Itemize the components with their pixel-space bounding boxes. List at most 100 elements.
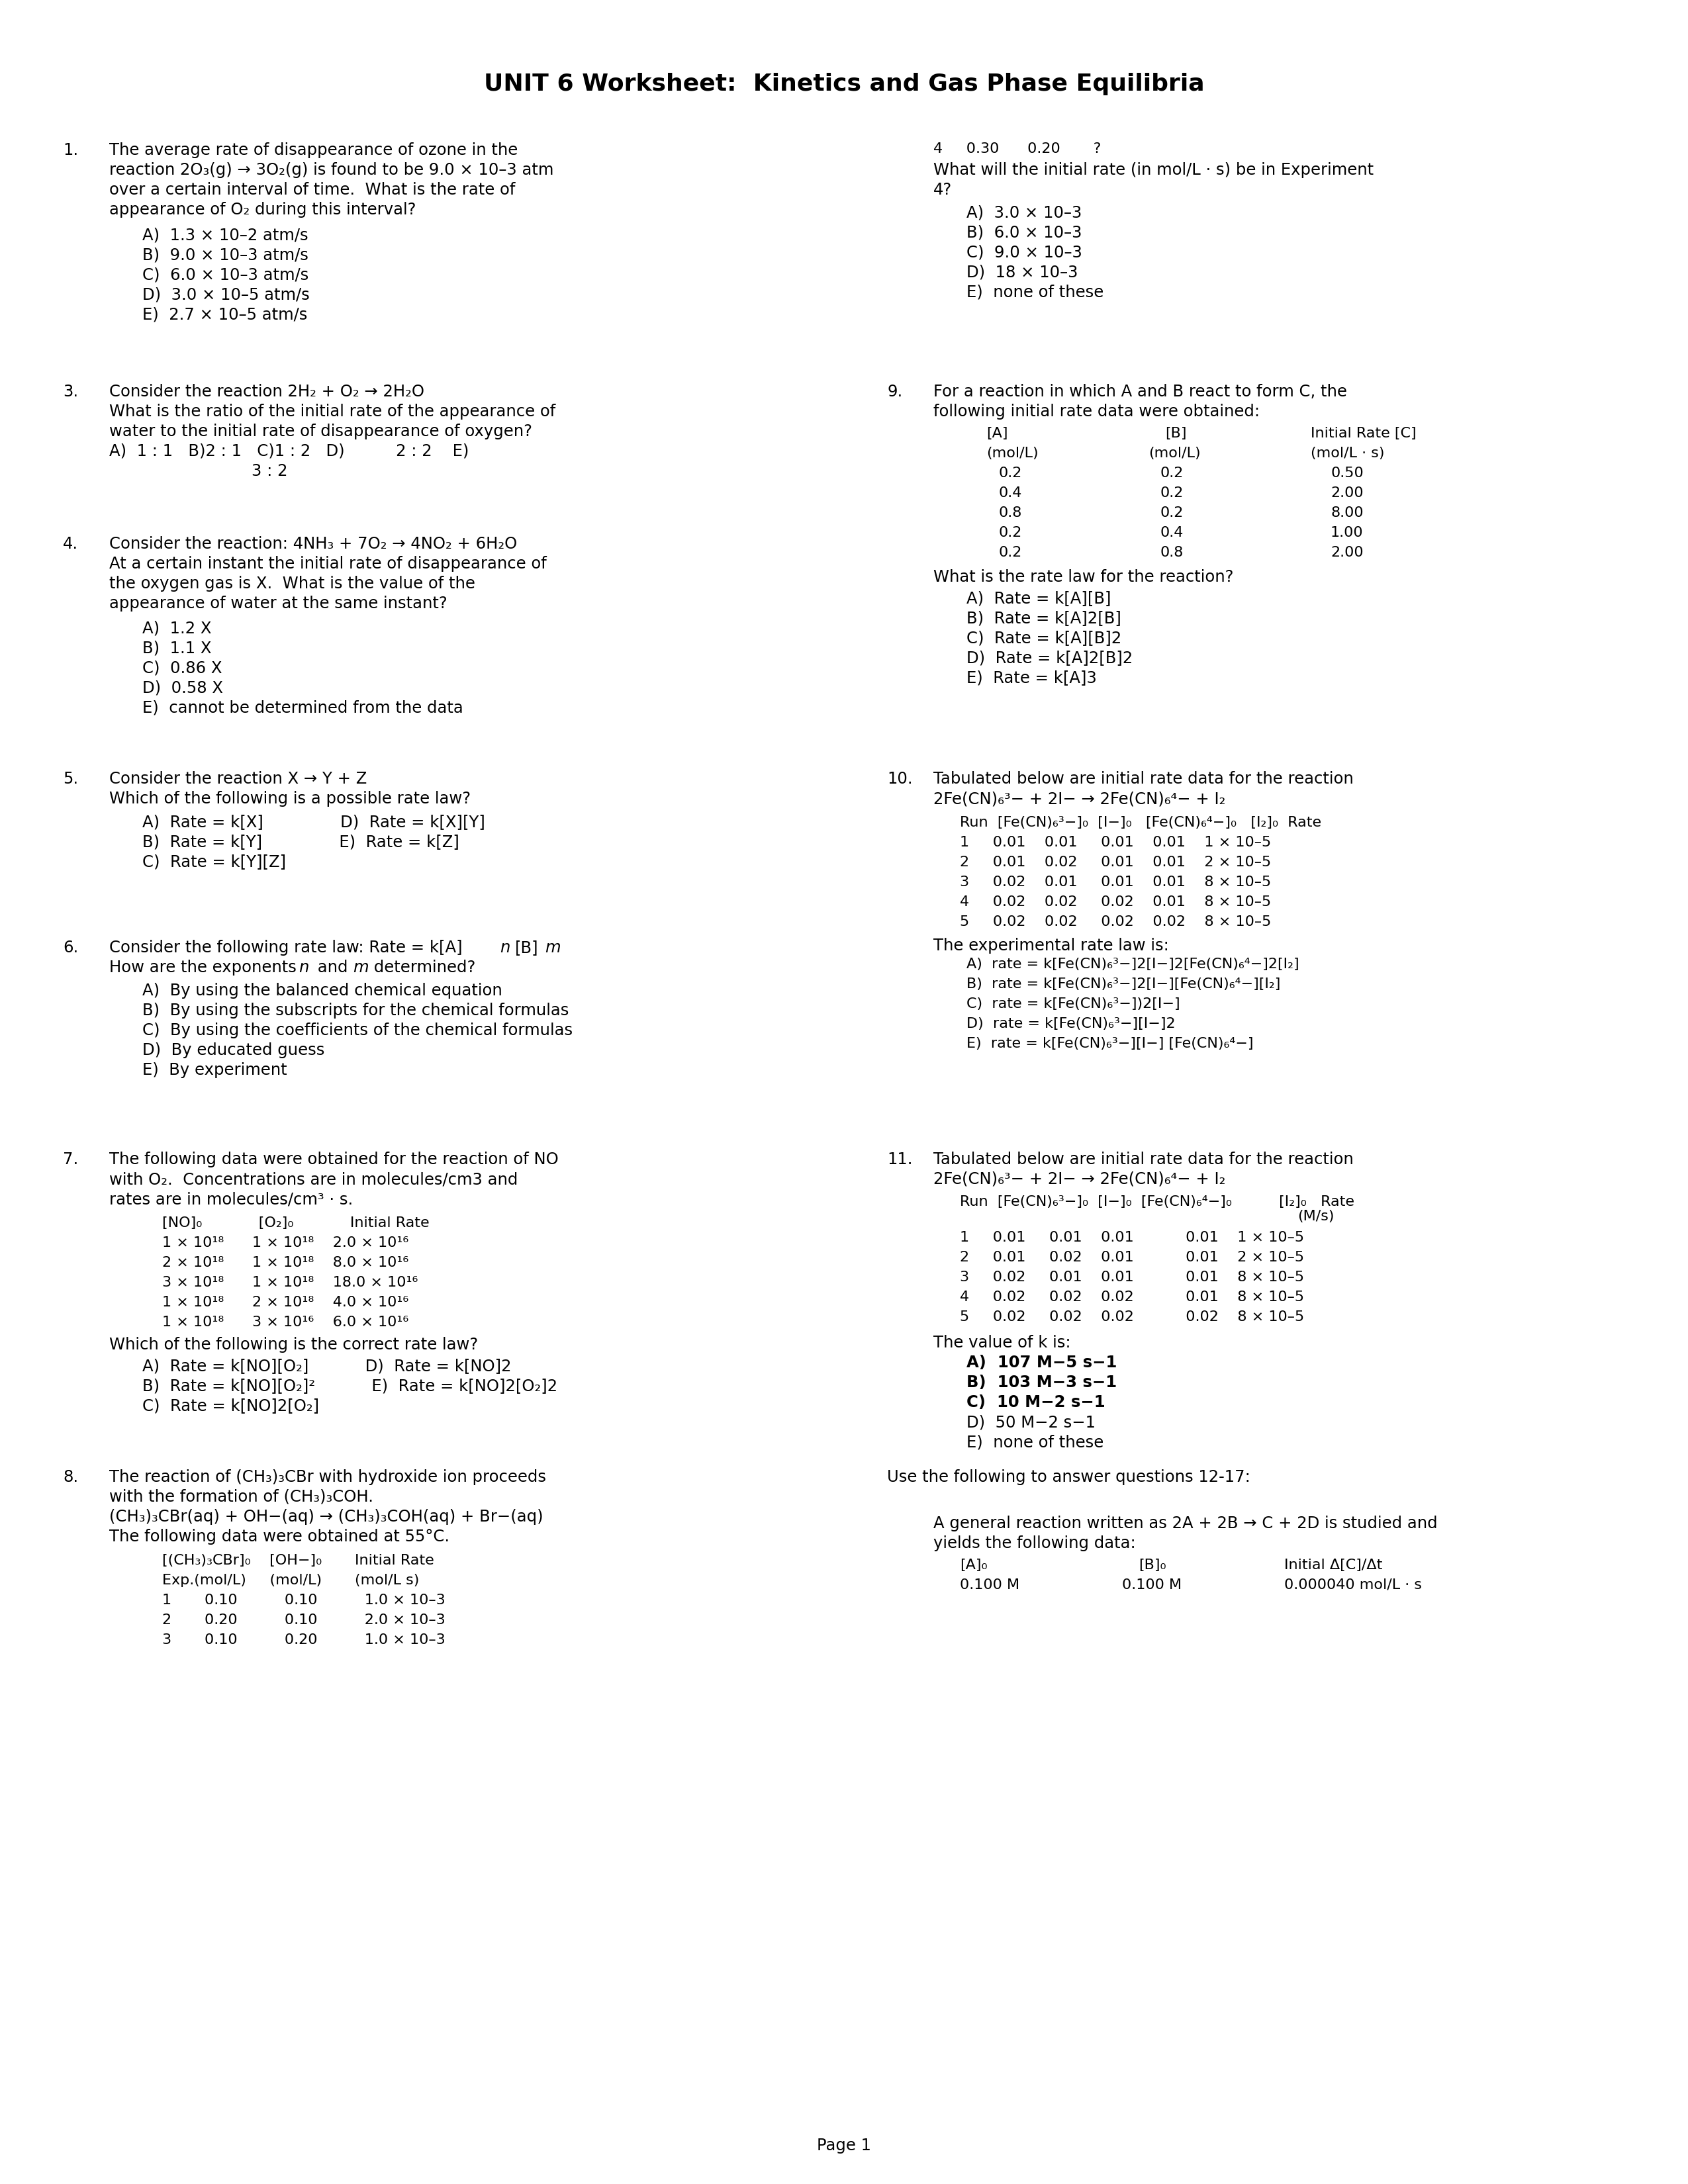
- Text: 0.2: 0.2: [998, 526, 1021, 539]
- Text: 0.2: 0.2: [998, 546, 1021, 559]
- Text: 2.00: 2.00: [1330, 546, 1364, 559]
- Text: 1.: 1.: [62, 142, 78, 157]
- Text: appearance of water at the same instant?: appearance of water at the same instant?: [110, 596, 447, 612]
- Text: (mol/L · s): (mol/L · s): [1310, 448, 1384, 461]
- Text: (M/s): (M/s): [1298, 1210, 1334, 1223]
- Text: (CH₃)₃CBr(aq) + OH−(aq) → (CH₃)₃COH(aq) + Br−(aq): (CH₃)₃CBr(aq) + OH−(aq) → (CH₃)₃COH(aq) …: [110, 1509, 544, 1524]
- Text: 2Fe(CN)₆³− + 2I− → 2Fe(CN)₆⁴− + I₂: 2Fe(CN)₆³− + 2I− → 2Fe(CN)₆⁴− + I₂: [933, 791, 1225, 806]
- Text: 6.: 6.: [62, 939, 78, 957]
- Text: 0.000040 mol/L · s: 0.000040 mol/L · s: [1285, 1579, 1421, 1592]
- Text: What will the initial rate (in mol/L · s) be in Experiment: What will the initial rate (in mol/L · s…: [933, 162, 1374, 179]
- Text: The following data were obtained for the reaction of NO: The following data were obtained for the…: [110, 1151, 559, 1168]
- Text: At a certain instant the initial rate of disappearance of: At a certain instant the initial rate of…: [110, 557, 547, 572]
- Text: E)  none of these: E) none of these: [967, 1435, 1104, 1450]
- Text: 2Fe(CN)₆³− + 2I− → 2Fe(CN)₆⁴− + I₂: 2Fe(CN)₆³− + 2I− → 2Fe(CN)₆⁴− + I₂: [933, 1171, 1225, 1188]
- Text: 1.00: 1.00: [1330, 526, 1364, 539]
- Text: B)  103 M−3 s−1: B) 103 M−3 s−1: [967, 1374, 1117, 1391]
- Text: E)  By experiment: E) By experiment: [142, 1061, 287, 1079]
- Text: 2       0.20          0.10          2.0 × 10–3: 2 0.20 0.10 2.0 × 10–3: [162, 1614, 446, 1627]
- Text: D)  50 M−2 s−1: D) 50 M−2 s−1: [967, 1415, 1096, 1431]
- Text: The following data were obtained at 55°C.: The following data were obtained at 55°C…: [110, 1529, 449, 1544]
- Text: Consider the reaction 2H₂ + O₂ → 2H₂O: Consider the reaction 2H₂ + O₂ → 2H₂O: [110, 384, 424, 400]
- Text: B)  Rate = k[Y]               E)  Rate = k[Z]: B) Rate = k[Y] E) Rate = k[Z]: [142, 834, 459, 850]
- Text: 8.: 8.: [62, 1470, 78, 1485]
- Text: C)  By using the coefficients of the chemical formulas: C) By using the coefficients of the chem…: [142, 1022, 572, 1037]
- Text: A)  1.2 X: A) 1.2 X: [142, 620, 211, 638]
- Text: 4.: 4.: [62, 535, 78, 553]
- Text: B)  By using the subscripts for the chemical formulas: B) By using the subscripts for the chemi…: [142, 1002, 569, 1018]
- Text: C)  6.0 × 10–3 atm/s: C) 6.0 × 10–3 atm/s: [142, 266, 309, 282]
- Text: C)  Rate = k[NO]2[O₂]: C) Rate = k[NO]2[O₂]: [142, 1398, 319, 1413]
- Text: 0.4: 0.4: [998, 487, 1021, 500]
- Text: reaction 2O₃(g) → 3O₂(g) is found to be 9.0 × 10–3 atm: reaction 2O₃(g) → 3O₂(g) is found to be …: [110, 162, 554, 179]
- Text: 4     0.02     0.02    0.02           0.01    8 × 10–5: 4 0.02 0.02 0.02 0.01 8 × 10–5: [960, 1291, 1305, 1304]
- Text: 0.8: 0.8: [998, 507, 1021, 520]
- Text: 4?: 4?: [933, 181, 952, 199]
- Text: C)  10 M−2 s−1: C) 10 M−2 s−1: [967, 1393, 1106, 1411]
- Text: 8.00: 8.00: [1330, 507, 1364, 520]
- Text: rates are in molecules/cm³ · s.: rates are in molecules/cm³ · s.: [110, 1190, 353, 1208]
- Text: Exp.(mol/L)     (mol/L)       (mol/L s): Exp.(mol/L) (mol/L) (mol/L s): [162, 1575, 419, 1588]
- Text: Consider the following rate law: Rate = k[A]: Consider the following rate law: Rate = …: [110, 939, 463, 957]
- Text: 1 × 10¹⁸      3 × 10¹⁶    6.0 × 10¹⁶: 1 × 10¹⁸ 3 × 10¹⁶ 6.0 × 10¹⁶: [162, 1315, 408, 1328]
- Text: 1 × 10¹⁸      1 × 10¹⁸    2.0 × 10¹⁶: 1 × 10¹⁸ 1 × 10¹⁸ 2.0 × 10¹⁶: [162, 1236, 408, 1249]
- Text: Consider the reaction: 4NH₃ + 7O₂ → 4NO₂ + 6H₂O: Consider the reaction: 4NH₃ + 7O₂ → 4NO₂…: [110, 535, 517, 553]
- Text: 0.4: 0.4: [1160, 526, 1183, 539]
- Text: Initial Δ[C]/Δt: Initial Δ[C]/Δt: [1285, 1559, 1382, 1572]
- Text: 0.2: 0.2: [998, 467, 1021, 480]
- Text: water to the initial rate of disappearance of oxygen?: water to the initial rate of disappearan…: [110, 424, 532, 439]
- Text: E)  Rate = k[A]3: E) Rate = k[A]3: [967, 670, 1097, 686]
- Text: 4     0.02    0.02     0.02    0.01    8 × 10–5: 4 0.02 0.02 0.02 0.01 8 × 10–5: [960, 895, 1271, 909]
- Text: 1 × 10¹⁸      2 × 10¹⁸    4.0 × 10¹⁶: 1 × 10¹⁸ 2 × 10¹⁸ 4.0 × 10¹⁶: [162, 1295, 408, 1308]
- Text: E)  cannot be determined from the data: E) cannot be determined from the data: [142, 701, 463, 716]
- Text: appearance of O₂ during this interval?: appearance of O₂ during this interval?: [110, 201, 415, 218]
- Text: 3 × 10¹⁸      1 × 10¹⁸    18.0 × 10¹⁶: 3 × 10¹⁸ 1 × 10¹⁸ 18.0 × 10¹⁶: [162, 1275, 419, 1289]
- Text: 5     0.02    0.02     0.02    0.02    8 × 10–5: 5 0.02 0.02 0.02 0.02 8 × 10–5: [960, 915, 1271, 928]
- Text: 0.2: 0.2: [1160, 467, 1183, 480]
- Text: (mol/L): (mol/L): [1148, 448, 1200, 461]
- Text: What is the rate law for the reaction?: What is the rate law for the reaction?: [933, 570, 1234, 585]
- Text: 7.: 7.: [62, 1151, 78, 1168]
- Text: 11.: 11.: [886, 1151, 913, 1168]
- Text: 2 × 10¹⁸      1 × 10¹⁸    8.0 × 10¹⁶: 2 × 10¹⁸ 1 × 10¹⁸ 8.0 × 10¹⁶: [162, 1256, 408, 1269]
- Text: E)  2.7 × 10–5 atm/s: E) 2.7 × 10–5 atm/s: [142, 306, 307, 323]
- Text: over a certain interval of time.  What is the rate of: over a certain interval of time. What is…: [110, 181, 515, 199]
- Text: 1     0.01    0.01     0.01    0.01    1 × 10–5: 1 0.01 0.01 0.01 0.01 1 × 10–5: [960, 836, 1271, 850]
- Text: 3       0.10          0.20          1.0 × 10–3: 3 0.10 0.20 1.0 × 10–3: [162, 1634, 446, 1647]
- Text: 3 : 2: 3 : 2: [252, 463, 287, 478]
- Text: with O₂.  Concentrations are in molecules/cm3 and: with O₂. Concentrations are in molecules…: [110, 1171, 518, 1188]
- Text: A)  Rate = k[A][B]: A) Rate = k[A][B]: [967, 590, 1111, 607]
- Text: and: and: [312, 959, 353, 976]
- Text: n: n: [500, 939, 510, 957]
- Text: B)  9.0 × 10–3 atm/s: B) 9.0 × 10–3 atm/s: [142, 247, 309, 262]
- Text: A)  By using the balanced chemical equation: A) By using the balanced chemical equati…: [142, 983, 503, 998]
- Text: B)  Rate = k[NO][O₂]²           E)  Rate = k[NO]2[O₂]2: B) Rate = k[NO][O₂]² E) Rate = k[NO]2[O₂…: [142, 1378, 557, 1393]
- Text: B)  rate = k[Fe(CN)₆³−]2[I−][Fe(CN)₆⁴−][I₂]: B) rate = k[Fe(CN)₆³−]2[I−][Fe(CN)₆⁴−][I…: [967, 978, 1281, 992]
- Text: Run  [Fe(CN)₆³−]₀  [I−]₀   [Fe(CN)₆⁴−]₀   [I₂]₀  Rate: Run [Fe(CN)₆³−]₀ [I−]₀ [Fe(CN)₆⁴−]₀ [I₂]…: [960, 817, 1322, 830]
- Text: 5     0.02     0.02    0.02           0.02    8 × 10–5: 5 0.02 0.02 0.02 0.02 8 × 10–5: [960, 1310, 1305, 1324]
- Text: Which of the following is the correct rate law?: Which of the following is the correct ra…: [110, 1337, 478, 1352]
- Text: 0.50: 0.50: [1330, 467, 1364, 480]
- Text: Run  [Fe(CN)₆³−]₀  [I−]₀  [Fe(CN)₆⁴−]₀          [I₂]₀   Rate: Run [Fe(CN)₆³−]₀ [I−]₀ [Fe(CN)₆⁴−]₀ [I₂]…: [960, 1195, 1354, 1208]
- Text: E)  none of these: E) none of these: [967, 284, 1104, 301]
- Text: D)  rate = k[Fe(CN)₆³−][I−]2: D) rate = k[Fe(CN)₆³−][I−]2: [967, 1018, 1175, 1031]
- Text: How are the exponents: How are the exponents: [110, 959, 302, 976]
- Text: 3     0.02     0.01    0.01           0.01    8 × 10–5: 3 0.02 0.01 0.01 0.01 8 × 10–5: [960, 1271, 1305, 1284]
- Text: [B]: [B]: [515, 939, 538, 957]
- Text: 9.: 9.: [886, 384, 903, 400]
- Text: 4     0.30      0.20       ?: 4 0.30 0.20 ?: [933, 142, 1101, 155]
- Text: [A]: [A]: [986, 426, 1008, 441]
- Text: m: m: [353, 959, 368, 976]
- Text: 3.: 3.: [62, 384, 78, 400]
- Text: 0.2: 0.2: [1160, 507, 1183, 520]
- Text: Tabulated below are initial rate data for the reaction: Tabulated below are initial rate data fo…: [933, 771, 1354, 786]
- Text: Use the following to answer questions 12-17:: Use the following to answer questions 12…: [886, 1470, 1251, 1485]
- Text: [B]: [B]: [1165, 426, 1187, 441]
- Text: Initial Rate [C]: Initial Rate [C]: [1310, 426, 1416, 441]
- Text: [NO]₀            [O₂]₀            Initial Rate: [NO]₀ [O₂]₀ Initial Rate: [162, 1216, 429, 1230]
- Text: A)  3.0 × 10–3: A) 3.0 × 10–3: [967, 205, 1082, 221]
- Text: D)  Rate = k[A]2[B]2: D) Rate = k[A]2[B]2: [967, 651, 1133, 666]
- Text: 10.: 10.: [886, 771, 913, 786]
- Text: B)  6.0 × 10–3: B) 6.0 × 10–3: [967, 225, 1082, 240]
- Text: 1     0.01     0.01    0.01           0.01    1 × 10–5: 1 0.01 0.01 0.01 0.01 1 × 10–5: [960, 1232, 1305, 1245]
